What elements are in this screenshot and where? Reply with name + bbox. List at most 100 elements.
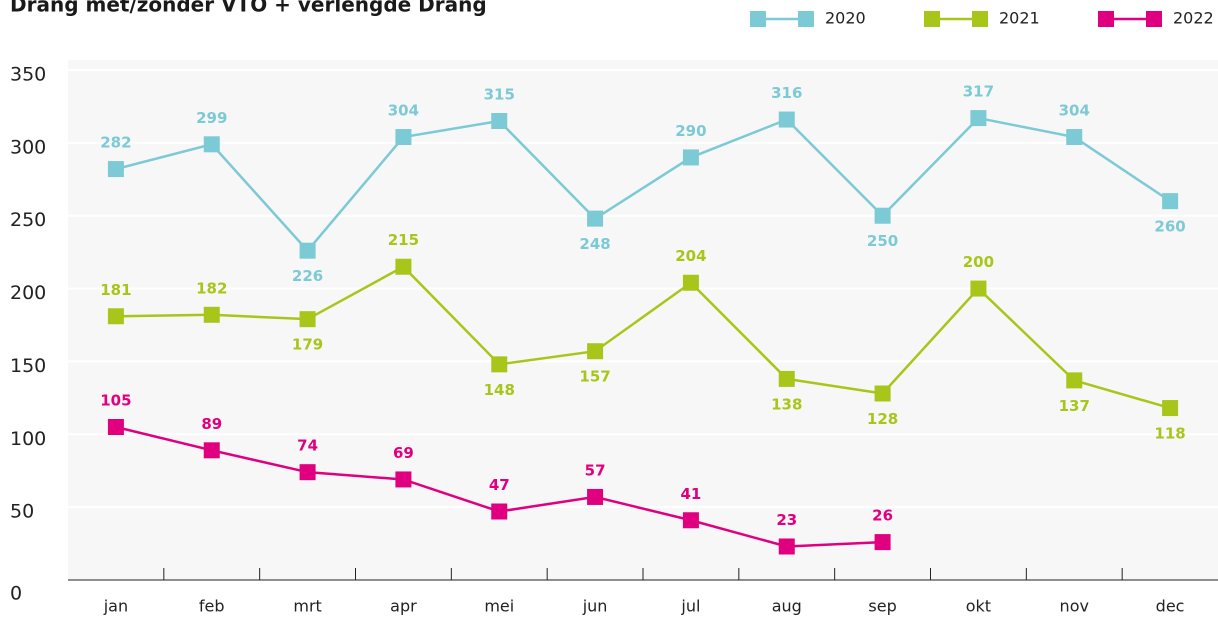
point-marker [587,210,604,227]
legend-label: 2022 [1173,9,1214,28]
point-marker [107,419,124,435]
point-marker [970,280,987,297]
series-line [115,265,1171,410]
legend-marker [1146,11,1162,27]
plot-background [68,60,1218,580]
point-marker [874,385,891,402]
legend-label: 2021 [999,9,1040,28]
legend-marker [750,11,766,27]
y-tick-label: 100 [10,428,46,450]
data-label: 200 [963,253,994,271]
x-tick-label: mrt [293,597,321,616]
y-tick-label: 50 [10,501,34,523]
data-label: 128 [867,410,898,428]
point-marker [1066,129,1083,146]
x-tick-label: mei [484,597,514,616]
data-label: 304 [388,102,419,120]
data-label: 250 [867,232,898,250]
point-marker [970,110,987,127]
point-marker [491,113,508,129]
y-tick-label: 350 [10,64,46,86]
legend-label: 2020 [825,9,866,28]
y-tick-label: 250 [10,209,46,231]
point-marker [1162,193,1179,210]
point-marker [203,442,220,459]
x-tick-label: jul [680,597,700,616]
point-marker [395,471,412,488]
x-tick-label: okt [966,597,991,616]
data-label: 148 [484,381,515,399]
data-label: 89 [201,415,222,433]
point-marker [1162,400,1179,417]
data-label: 26 [872,507,893,525]
y-tick-label: 300 [10,136,46,158]
x-tick-label: nov [1060,597,1089,616]
data-label: 138 [771,395,802,413]
data-label: 57 [585,461,606,479]
point-marker [395,129,412,146]
data-label: 182 [196,279,227,297]
point-marker [587,488,604,505]
x-tick-label: feb [199,597,225,616]
point-marker [107,161,124,178]
data-label: 204 [675,247,706,265]
point-marker [203,306,220,323]
point-marker [874,207,891,224]
data-label: 118 [1154,425,1185,443]
point-marker [203,136,220,153]
point-marker [299,311,316,328]
data-label: 299 [196,109,227,127]
data-label: 215 [388,231,419,249]
data-label: 260 [1154,218,1185,236]
point-marker [874,534,891,551]
legend-marker [798,11,814,27]
series-line [115,116,1171,253]
data-label: 47 [489,476,510,494]
x-tick-label: dec [1156,597,1185,616]
data-label: 290 [675,122,706,140]
x-tick-label: sep [868,597,896,616]
data-label: 74 [297,437,318,455]
chart-title: Drang met/zonder VTO + verlengde Drang [10,0,487,17]
point-marker [491,503,508,520]
data-label: 69 [393,444,414,462]
x-tick-label: apr [390,597,417,616]
point-marker [778,111,795,128]
x-tick-label: jan [103,597,128,616]
data-label: 105 [100,392,131,410]
y-tick-label: 200 [10,282,46,304]
point-marker [778,538,795,555]
point-marker [299,464,316,481]
data-label: 41 [680,485,701,503]
point-marker [778,370,795,387]
point-marker [682,274,699,291]
point-marker [1066,372,1083,389]
y-tick-label: 150 [10,355,46,377]
data-label: 304 [1059,102,1090,120]
data-label: 315 [484,86,515,104]
data-label: 248 [579,235,610,253]
data-label: 137 [1059,397,1090,415]
point-marker [682,512,699,529]
point-marker [299,242,316,259]
legend-marker [1098,11,1114,27]
point-marker [587,343,604,360]
data-label: 179 [292,336,323,354]
legend-marker [924,11,940,27]
data-label: 317 [963,83,994,101]
x-tick-label: jun [582,597,608,616]
data-label: 282 [100,134,131,152]
legend-marker [972,11,988,27]
data-label: 316 [771,84,802,102]
data-label: 181 [100,281,131,299]
y-tick-label: 0 [10,583,22,605]
data-label: 157 [579,368,610,386]
point-marker [395,258,412,275]
data-label: 226 [292,267,323,285]
point-marker [682,149,699,166]
point-marker [491,356,508,373]
x-tick-label: aug [772,597,802,616]
point-marker [107,308,124,325]
data-label: 23 [776,511,797,529]
